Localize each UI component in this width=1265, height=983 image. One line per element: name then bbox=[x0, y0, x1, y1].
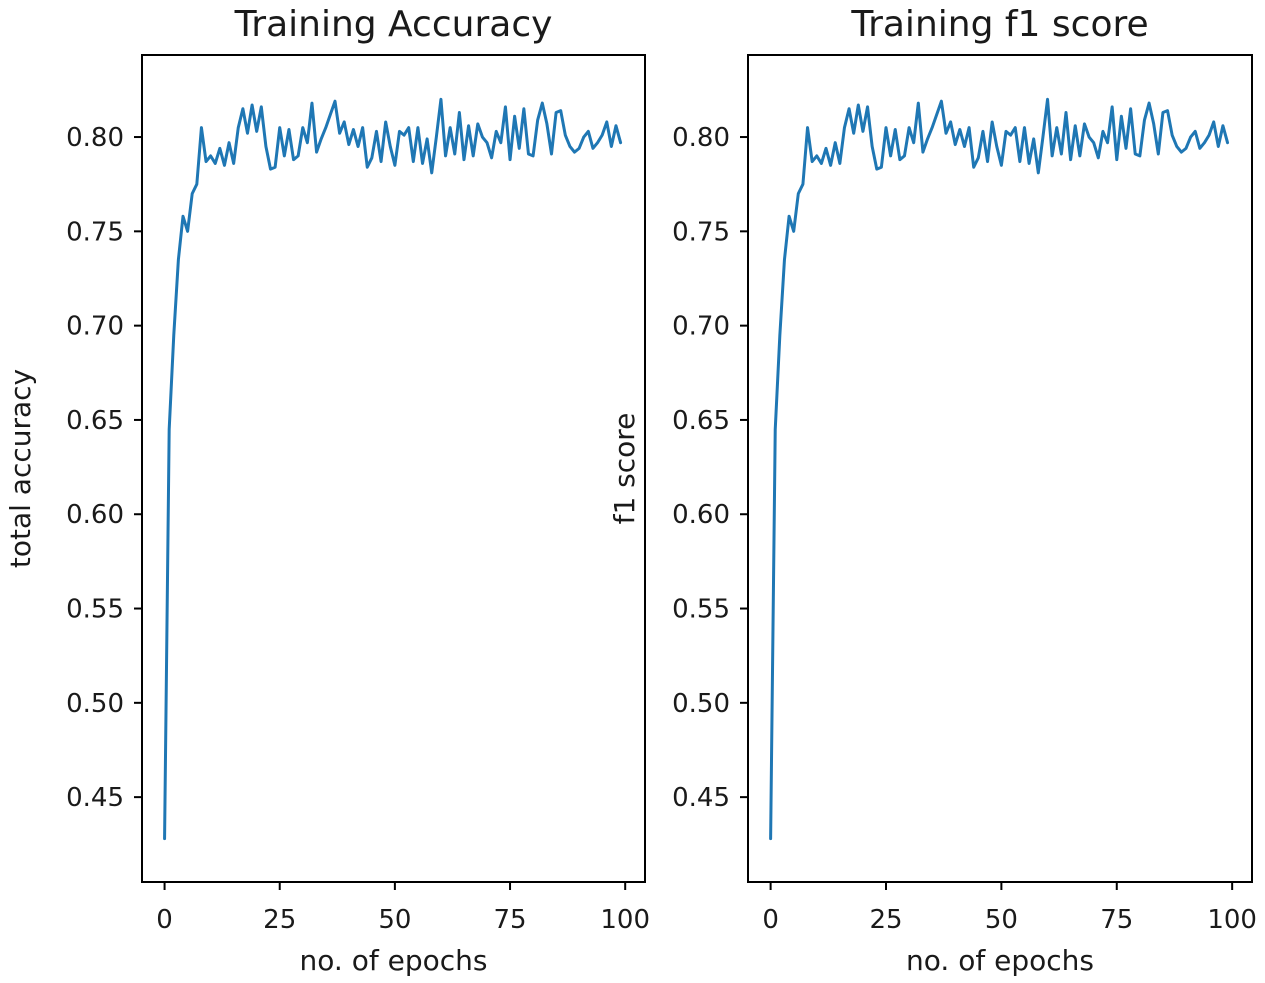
x-tick-label: 100 bbox=[1207, 905, 1257, 935]
series-line-0 bbox=[163, 97, 623, 841]
x-tick-label: 75 bbox=[493, 905, 526, 935]
chart-title: Training f1 score bbox=[850, 4, 1148, 45]
y-tick-label: 0.75 bbox=[672, 217, 730, 247]
x-tick-label: 50 bbox=[378, 905, 411, 935]
y-tick-label: 0.55 bbox=[672, 595, 730, 625]
x-tick-label: 50 bbox=[985, 905, 1018, 935]
y-tick-label: 0.65 bbox=[672, 406, 730, 436]
y-tick-label: 0.55 bbox=[66, 595, 124, 625]
x-tick-label: 100 bbox=[600, 905, 650, 935]
x-tick-label: 0 bbox=[762, 905, 779, 935]
y-tick-label: 0.80 bbox=[66, 123, 124, 153]
chart-training-accuracy: 0 25 50 75 100 0.45 0.50 0.55 0.60 0.65 0.70 0.75 0.… bbox=[4, 4, 650, 977]
x-tick-label: 75 bbox=[1100, 905, 1133, 935]
y-tick-label: 0.60 bbox=[672, 500, 730, 530]
y-tick-label: 0.45 bbox=[672, 783, 730, 813]
y-tick-label: 0.75 bbox=[66, 217, 124, 247]
x-tick-label: 25 bbox=[869, 905, 902, 935]
y-tick-label: 0.50 bbox=[66, 689, 124, 719]
x-axis-label: no. of epochs bbox=[300, 944, 488, 977]
chart-training-f1-score: 0 25 50 75 100 0.45 0.50 0.55 0.60 0.65 0.70 0.75 0.… bbox=[608, 4, 1257, 977]
y-tick-label: 0.50 bbox=[672, 689, 730, 719]
plot-area bbox=[747, 54, 1253, 883]
y-tick-label: 0.65 bbox=[66, 406, 124, 436]
x-tick-label: 0 bbox=[156, 905, 173, 935]
plot-area bbox=[141, 54, 646, 883]
y-tick-label: 0.80 bbox=[672, 123, 730, 153]
chart-title: Training Accuracy bbox=[234, 4, 553, 45]
y-axis-label: total accuracy bbox=[4, 369, 37, 568]
y-tick-label: 0.60 bbox=[66, 500, 124, 530]
x-axis-label: no. of epochs bbox=[906, 944, 1094, 977]
y-tick-label: 0.70 bbox=[66, 312, 124, 342]
series-line-0 bbox=[769, 97, 1230, 841]
y-tick-label: 0.45 bbox=[66, 783, 124, 813]
y-tick-label: 0.70 bbox=[672, 312, 730, 342]
y-axis-label: f1 score bbox=[608, 413, 641, 525]
x-tick-label: 25 bbox=[263, 905, 296, 935]
